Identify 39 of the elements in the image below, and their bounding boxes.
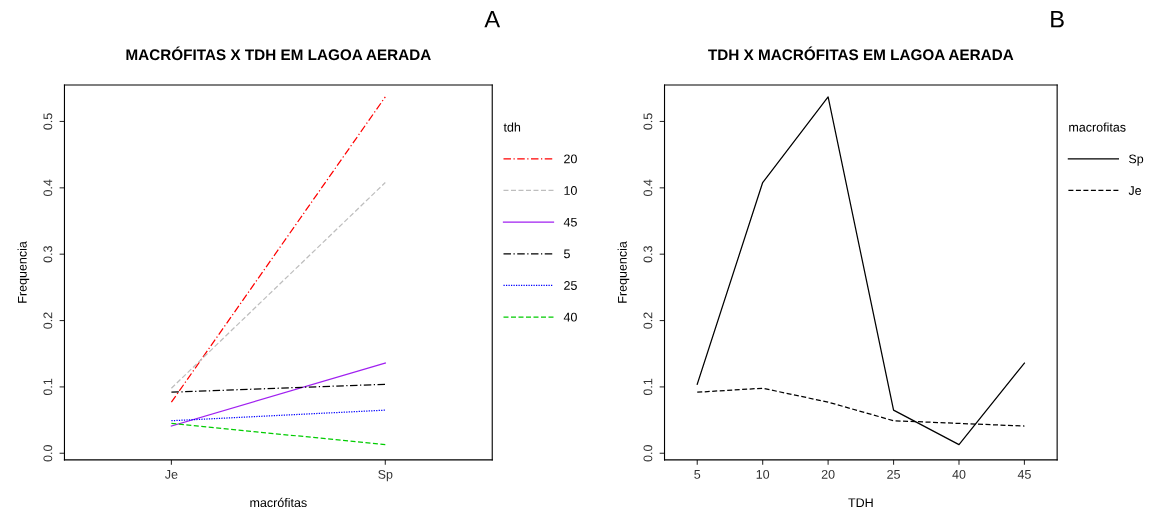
y-tick-label: 0.3: [43, 246, 53, 263]
x-tick-label: 5: [694, 470, 701, 479]
y-tick-label: 0.3: [643, 246, 653, 263]
legend-title: macrofitas: [1069, 122, 1126, 132]
legend-title: tdh: [503, 122, 521, 132]
y-tick-label: 0.5: [643, 113, 653, 130]
x-tick-label: 10: [756, 469, 770, 479]
y-tick-label: 0.4: [43, 179, 53, 197]
x-tick-label: 20: [821, 469, 835, 479]
y-axis-title: Frequencia: [617, 241, 630, 303]
y-tick-label: 0.2: [43, 312, 53, 329]
y-tick-label: 0.2: [643, 312, 653, 329]
y-tick-label: 0.1: [643, 378, 653, 396]
legend-label: 20: [564, 154, 577, 164]
x-tick-label: Sp: [378, 469, 393, 482]
line-series: [696, 96, 1026, 446]
y-tick-label: 0.1: [43, 378, 53, 396]
legend-label: 40: [563, 312, 577, 322]
legend-label: 45: [563, 217, 577, 227]
legend-label: Sp: [1128, 154, 1144, 166]
x-tick-label: 40: [952, 469, 966, 479]
y-axis-title: Frequencia: [17, 241, 30, 303]
x-axis-title: TDH: [848, 498, 873, 507]
chart-title: MACRÓFITAS X TDH EM LAGOA AERADA: [126, 46, 431, 61]
legend-label: 25: [564, 281, 577, 290]
x-tick-label: Je: [165, 470, 178, 479]
legend-label: 10: [564, 186, 577, 195]
legend-label: Je: [1128, 186, 1142, 195]
chart-title: TDH X MACRÓFITAS EM LAGOA AERADA: [708, 46, 1014, 61]
y-tick-label: 0.5: [43, 113, 53, 130]
x-axis-title: macrófitas: [250, 497, 307, 508]
x-tick-label: 45: [1017, 470, 1031, 479]
legend-label: 5: [563, 249, 570, 259]
y-tick-label: 0.0: [643, 445, 653, 462]
x-tick-label: 25: [887, 469, 900, 479]
y-tick-label: 0.0: [43, 445, 53, 462]
y-tick-label: 0.4: [643, 179, 653, 197]
text: B: [1051, 11, 1064, 28]
text: A: [484, 11, 501, 28]
